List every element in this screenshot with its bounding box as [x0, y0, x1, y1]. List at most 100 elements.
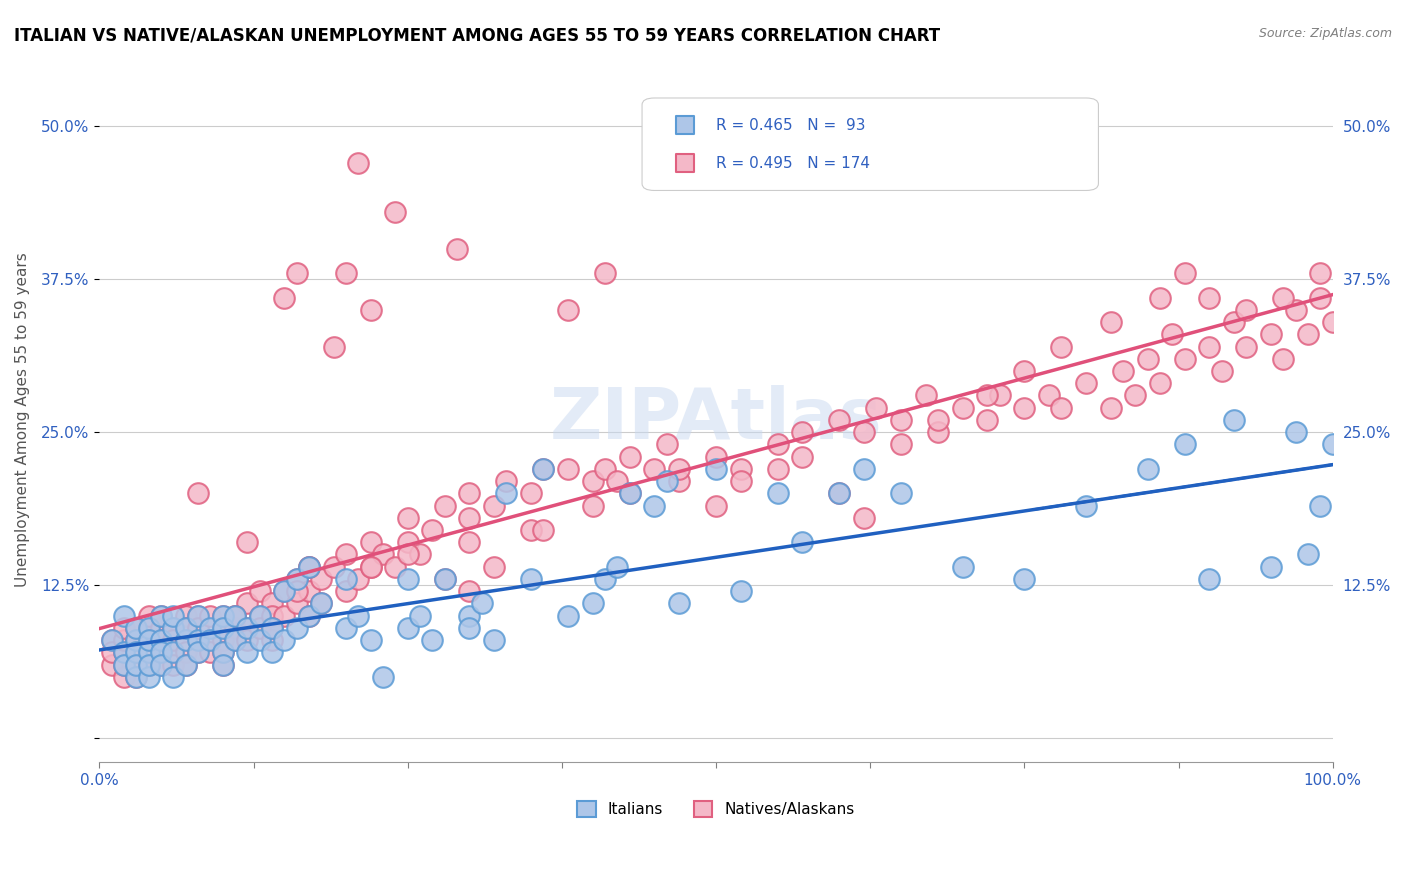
Point [396, 621, 419, 635]
Point [150, 608, 173, 623]
Point [187, 633, 209, 648]
Point [150, 633, 173, 648]
Point [224, 633, 246, 648]
Point [174, 621, 197, 635]
Point [668, 462, 690, 476]
Point [335, 548, 357, 562]
Point [150, 633, 173, 648]
Point [360, 559, 382, 574]
Point [200, 645, 222, 659]
Point [285, 621, 308, 635]
Point [1136, 351, 1159, 366]
Text: R = 0.465   N =  93: R = 0.465 N = 93 [716, 118, 866, 133]
Point [446, 242, 468, 256]
Point [371, 548, 394, 562]
Point [162, 670, 184, 684]
Point [138, 645, 160, 659]
Point [112, 645, 135, 659]
Point [606, 474, 628, 488]
Point [927, 413, 949, 427]
Point [1211, 364, 1233, 378]
Point [125, 633, 148, 648]
Point [125, 645, 148, 659]
Point [260, 608, 283, 623]
Point [668, 596, 690, 610]
Point [360, 302, 382, 317]
Point [200, 621, 222, 635]
Point [458, 584, 481, 599]
Point [914, 388, 936, 402]
Point [1099, 315, 1122, 329]
Text: ITALIAN VS NATIVE/ALASKAN UNEMPLOYMENT AMONG AGES 55 TO 59 YEARS CORRELATION CHA: ITALIAN VS NATIVE/ALASKAN UNEMPLOYMENT A… [14, 27, 941, 45]
Point [988, 388, 1011, 402]
Point [422, 633, 444, 648]
Point [766, 462, 789, 476]
Point [495, 486, 517, 500]
Point [1161, 327, 1184, 342]
Point [260, 633, 283, 648]
Point [495, 474, 517, 488]
Point [138, 645, 160, 659]
Point [187, 621, 209, 635]
Point [360, 535, 382, 549]
Point [200, 633, 222, 648]
Point [162, 645, 184, 659]
Point [311, 572, 333, 586]
Point [174, 657, 197, 672]
Point [458, 621, 481, 635]
Point [174, 608, 197, 623]
Point [531, 523, 554, 537]
Point [1322, 315, 1344, 329]
Point [138, 633, 160, 648]
Point [520, 523, 543, 537]
Text: Source: ZipAtlas.com: Source: ZipAtlas.com [1258, 27, 1392, 40]
Point [1074, 499, 1097, 513]
Point [482, 499, 505, 513]
Point [112, 657, 135, 672]
Point [200, 633, 222, 648]
Point [322, 340, 344, 354]
Point [335, 584, 357, 599]
Point [1198, 572, 1220, 586]
Point [853, 425, 876, 439]
Point [125, 657, 148, 672]
Point [174, 657, 197, 672]
Point [1272, 351, 1295, 366]
Point [1174, 437, 1197, 451]
Point [828, 413, 851, 427]
Point [125, 670, 148, 684]
Point [593, 266, 616, 280]
Point [1149, 376, 1171, 391]
Point [249, 633, 271, 648]
Point [792, 535, 814, 549]
Point [138, 621, 160, 635]
Point [273, 291, 295, 305]
Point [273, 584, 295, 599]
Point [162, 608, 184, 623]
Point [311, 596, 333, 610]
Point [730, 474, 752, 488]
Point [249, 584, 271, 599]
Point [371, 670, 394, 684]
Point [224, 608, 246, 623]
Point [150, 645, 173, 659]
Point [1198, 291, 1220, 305]
Point [100, 633, 122, 648]
Point [668, 474, 690, 488]
Point [619, 486, 641, 500]
Point [187, 608, 209, 623]
Point [138, 670, 160, 684]
Point [335, 572, 357, 586]
Point [927, 425, 949, 439]
Point [150, 657, 173, 672]
Point [1260, 559, 1282, 574]
Legend: Italians, Natives/Alaskans: Italians, Natives/Alaskans [571, 795, 860, 823]
Point [952, 559, 974, 574]
Point [311, 596, 333, 610]
Point [458, 535, 481, 549]
FancyBboxPatch shape [643, 98, 1098, 191]
Point [1198, 340, 1220, 354]
Point [582, 499, 605, 513]
Point [224, 621, 246, 635]
Point [150, 608, 173, 623]
